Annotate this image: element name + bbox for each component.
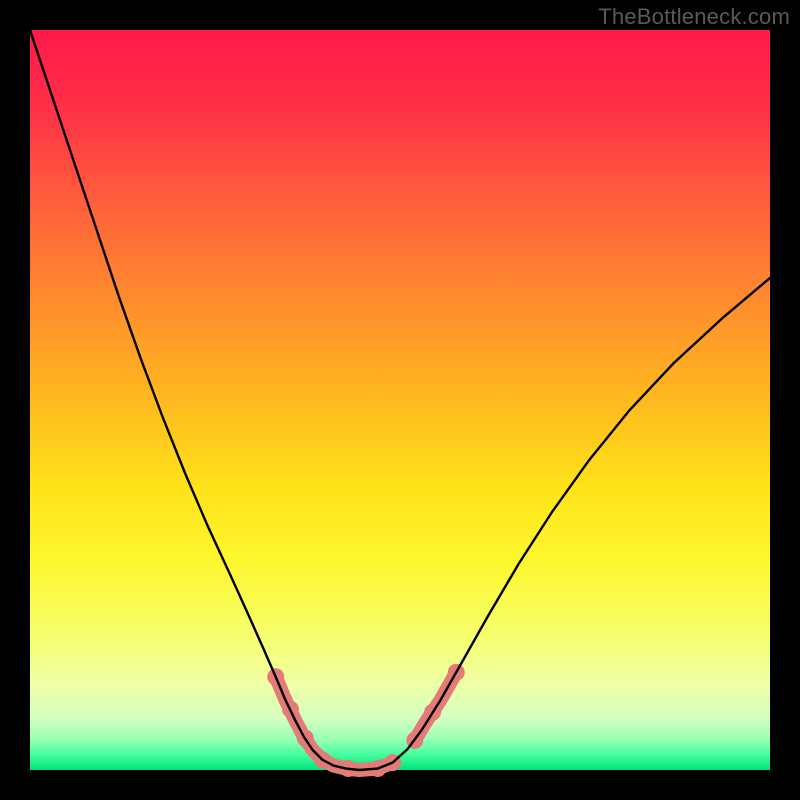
curve-marker-overlay [276, 672, 457, 770]
watermark-text: TheBottleneck.com [598, 4, 790, 30]
plot-area [30, 30, 770, 770]
chart-stage: TheBottleneck.com [0, 0, 800, 800]
curve-layer [30, 30, 770, 770]
bottleneck-curve [30, 30, 770, 770]
